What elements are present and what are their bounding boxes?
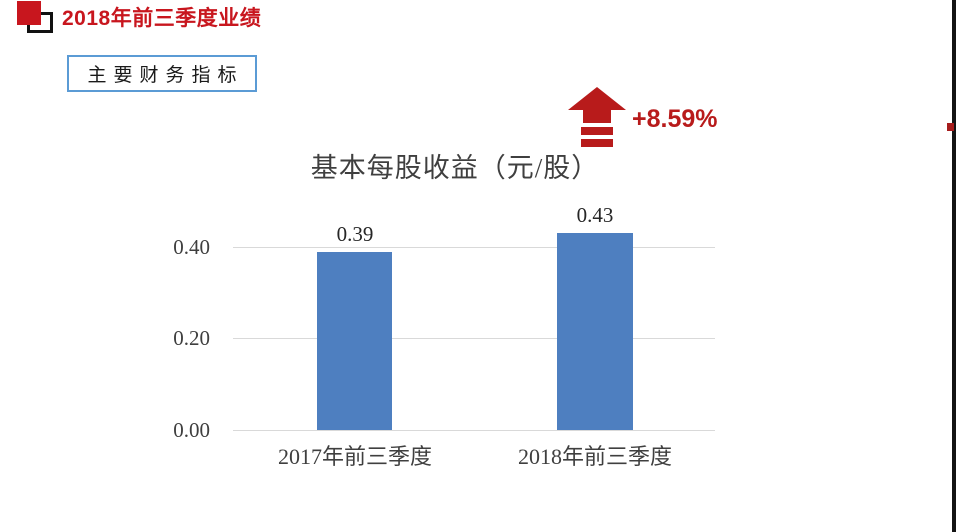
- edge-artifact-red-mark: [947, 123, 954, 131]
- gridline-020: [233, 338, 715, 339]
- y-axis-tick: 0.00: [173, 418, 210, 442]
- logo-red-square-icon: [17, 1, 41, 25]
- edge-artifact-strip: [952, 0, 956, 532]
- growth-value: +8.59%: [632, 105, 718, 133]
- bar-2018: [557, 233, 633, 430]
- gridline-000: [233, 430, 715, 431]
- chart-title: 基本每股收益（元/股）: [310, 153, 600, 183]
- page-title: 2018年前三季度业绩: [62, 7, 262, 30]
- bar-value-label: 0.39: [336, 222, 374, 246]
- bar-2017: [317, 252, 392, 430]
- x-axis-label: 2017年前三季度: [277, 444, 432, 469]
- bar-value-label: 0.43: [576, 203, 614, 227]
- y-axis-tick: 0.20: [173, 326, 210, 350]
- x-axis-label: 2018年前三季度: [517, 444, 672, 469]
- section-label: 主要财务指标: [87, 65, 244, 86]
- y-axis-tick: 0.40: [173, 235, 210, 259]
- gridline-040: [233, 247, 715, 248]
- section-label-box: 主要财务指标: [67, 55, 257, 92]
- up-arrow-icon: [568, 87, 626, 147]
